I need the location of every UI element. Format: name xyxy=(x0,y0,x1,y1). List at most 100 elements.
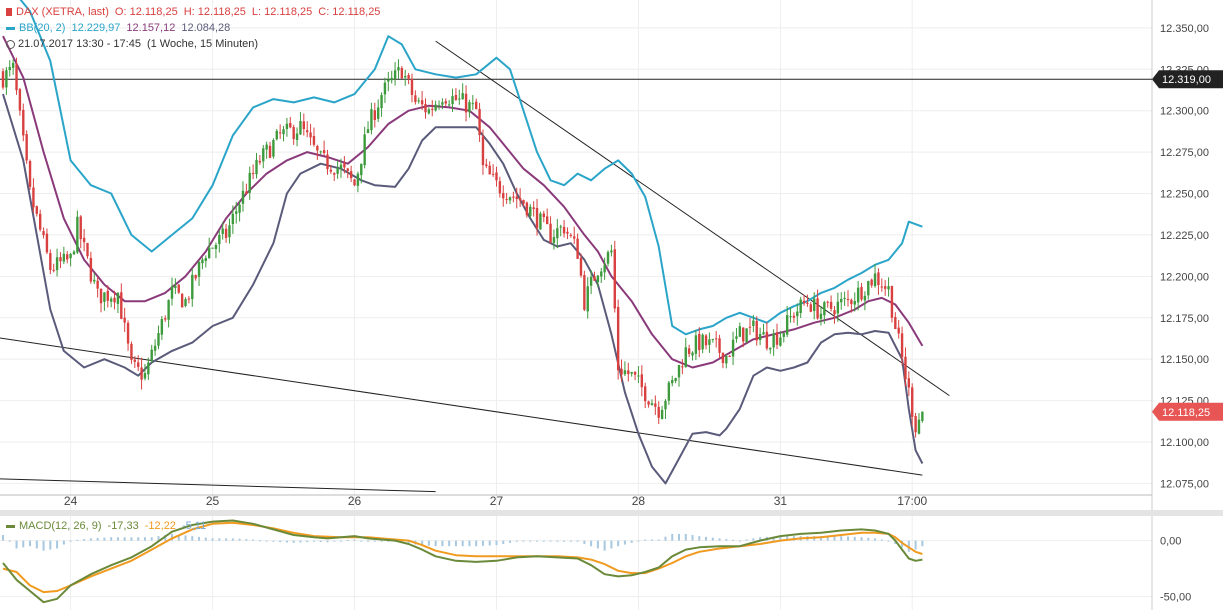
candle-body xyxy=(647,401,650,405)
candle-body xyxy=(782,333,785,337)
candle xyxy=(738,322,742,338)
macd-hist-bar xyxy=(69,540,72,542)
macd-hist-bar xyxy=(847,536,849,541)
candle xyxy=(779,331,782,347)
candle xyxy=(731,331,735,366)
candle xyxy=(840,292,843,310)
candle xyxy=(383,77,387,103)
candle-body xyxy=(667,382,671,401)
candle-body xyxy=(539,213,542,230)
macd-hist-bar xyxy=(292,540,295,543)
candle-body xyxy=(28,161,32,187)
candle-body xyxy=(742,327,745,342)
last-price-badge-shape xyxy=(1152,402,1223,421)
macd-hist-bar xyxy=(664,536,667,541)
candle-body xyxy=(52,269,55,271)
macd-tick-label: -50,00 xyxy=(1160,592,1191,604)
candle xyxy=(353,178,356,187)
candle-body xyxy=(880,286,883,288)
candle-body xyxy=(745,328,748,343)
candle xyxy=(745,328,748,343)
macd-hist-bar xyxy=(509,540,511,543)
macd-hist-bar xyxy=(617,540,620,547)
candle xyxy=(126,320,130,351)
candle xyxy=(552,229,556,250)
candle xyxy=(610,244,613,257)
candle xyxy=(153,339,157,356)
candle-body xyxy=(312,136,316,145)
candle-body xyxy=(292,127,295,140)
candle xyxy=(850,298,853,313)
candle-body xyxy=(120,292,123,319)
candle-body xyxy=(306,130,309,133)
candle-body xyxy=(130,343,133,360)
macd-hist-bar xyxy=(481,540,484,546)
macd-hist-bar xyxy=(833,536,836,541)
candle-body xyxy=(606,252,610,264)
macd-hist-bar xyxy=(637,540,640,542)
macd-hist-bar xyxy=(130,537,133,541)
candle xyxy=(393,61,397,86)
candle-body xyxy=(295,133,299,140)
candle-body xyxy=(684,347,687,368)
macd-hist-bar xyxy=(143,537,146,541)
candle xyxy=(79,215,82,249)
candle-body xyxy=(458,98,461,100)
candle-body xyxy=(819,313,823,319)
candle xyxy=(677,364,681,387)
candle-body xyxy=(806,302,809,304)
candle xyxy=(694,330,698,361)
candle-body xyxy=(900,333,904,358)
candle-body xyxy=(245,191,248,194)
price-badges: 12.319,00 12.118,25 xyxy=(1152,70,1223,421)
candle-body xyxy=(329,169,333,172)
candle-body xyxy=(633,371,637,375)
macd-hist-bar xyxy=(171,533,173,541)
candle-body xyxy=(846,298,850,300)
macd-hist-bar xyxy=(887,540,890,542)
candle xyxy=(495,166,498,187)
candle xyxy=(106,285,109,308)
macd-hist-bar xyxy=(427,540,430,546)
candle xyxy=(802,294,806,306)
candle xyxy=(796,303,799,326)
macd-hist-bar xyxy=(231,538,234,541)
macd-hist-bar xyxy=(549,540,552,542)
candle-body xyxy=(262,148,265,162)
candle-body xyxy=(623,370,627,375)
candle-body xyxy=(387,79,390,82)
last-price-badge-label: 12.118,25 xyxy=(1162,407,1210,419)
candle xyxy=(143,363,147,381)
candle xyxy=(657,401,660,425)
candle xyxy=(444,98,447,107)
candle xyxy=(390,70,393,84)
candle-body xyxy=(562,226,566,234)
legend-macd-signal: -12,22 xyxy=(144,520,176,532)
macd-hist-bar xyxy=(211,538,214,541)
candle xyxy=(532,201,535,217)
macd-hist-bar xyxy=(475,540,478,547)
candle xyxy=(681,359,684,375)
macd-hist-bar xyxy=(738,540,741,542)
candle-body xyxy=(18,89,22,111)
candle-body xyxy=(897,327,900,334)
macd-hist-bar xyxy=(590,540,593,547)
candle xyxy=(471,95,475,110)
macd-hist-bar xyxy=(157,536,160,541)
price-axis: 12.075,0012.100,0012.125,0012.150,0012.1… xyxy=(1160,23,1209,491)
candle-body xyxy=(691,352,694,356)
candle xyxy=(535,198,539,236)
candle xyxy=(32,178,35,213)
candle xyxy=(647,400,650,408)
candle xyxy=(282,125,285,142)
candle xyxy=(167,299,170,328)
candle-body xyxy=(613,249,616,309)
level-badge-shape xyxy=(1152,70,1223,89)
candle xyxy=(823,300,826,324)
candle xyxy=(15,57,18,95)
legend-bb-upper: 12.229,97 xyxy=(71,22,121,34)
candle xyxy=(160,316,164,341)
candle xyxy=(336,160,339,179)
candle-body xyxy=(714,338,718,340)
candle-body xyxy=(126,322,130,344)
